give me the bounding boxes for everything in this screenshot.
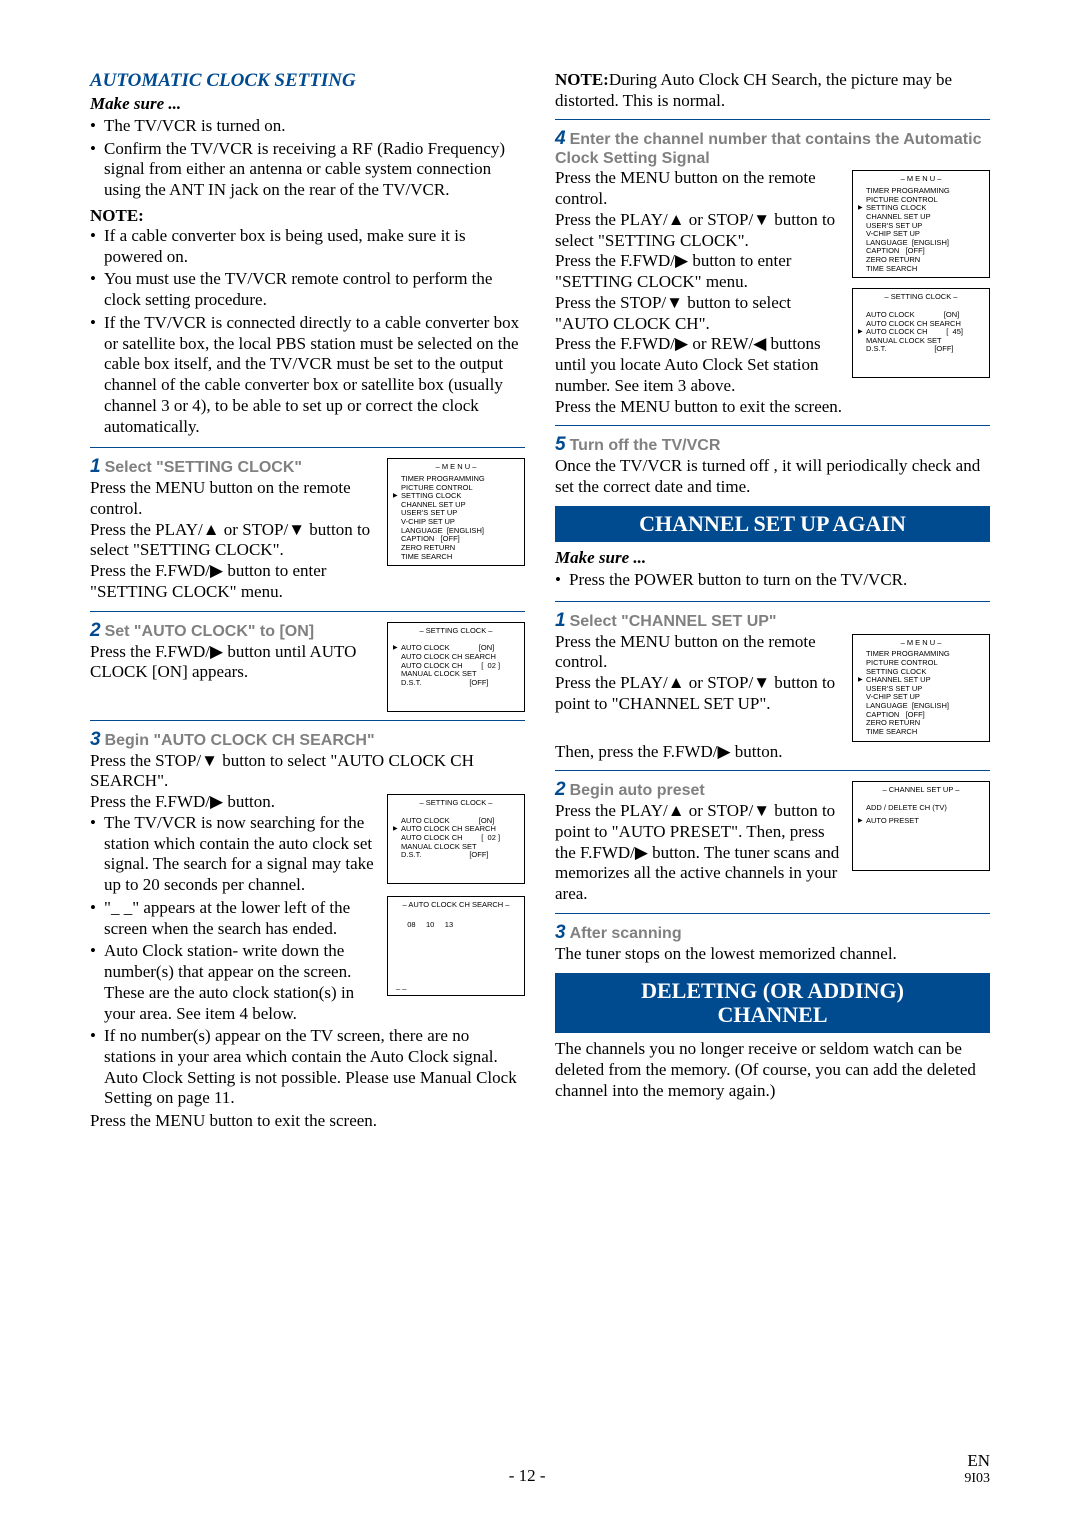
step-bullet: "_ _" appears at the lower left of the s… bbox=[90, 898, 375, 939]
banner-channel-setup: CHANNEL SET UP AGAIN bbox=[555, 506, 990, 542]
step-number: 1 bbox=[555, 610, 566, 631]
step-body: Press the PLAY/▲ or STOP/▼ button to poi… bbox=[555, 801, 840, 905]
step-title: Turn off the TV/VCR bbox=[570, 437, 721, 454]
step-title: Begin auto preset bbox=[570, 782, 705, 799]
right-column: NOTE:During Auto Clock CH Search, the pi… bbox=[555, 70, 990, 1132]
make-sure-label: Make sure ... bbox=[90, 94, 525, 114]
step-number: 3 bbox=[555, 922, 566, 943]
step-title: After scanning bbox=[570, 925, 682, 942]
step-end: Press the MENU button to exit the screen… bbox=[555, 397, 990, 418]
step-title: Select "CHANNEL SET UP" bbox=[570, 613, 777, 630]
step-number: 1 bbox=[90, 456, 101, 477]
left-column: AUTOMATIC CLOCK SETTING Make sure ... Th… bbox=[90, 70, 525, 1132]
note-item: If a cable converter box is being used, … bbox=[90, 226, 525, 267]
step-bullet: Auto Clock station- write down the numbe… bbox=[90, 941, 375, 1024]
make-sure-label: Make sure ... bbox=[555, 548, 990, 568]
osd-setting-clock: – SETTING CLOCK – AUTO CLOCK [ON] AUTO C… bbox=[387, 622, 525, 712]
step-title: Set "AUTO CLOCK" to [ON] bbox=[105, 623, 315, 640]
osd-menu-3: – M E N U – TIMER PROGRAMMING PICTURE CO… bbox=[852, 634, 990, 742]
top-note: NOTE:During Auto Clock CH Search, the pi… bbox=[555, 70, 990, 111]
step-end: Press the MENU button to exit the screen… bbox=[90, 1111, 525, 1132]
osd-setting-clock-2: – SETTING CLOCK – AUTO CLOCK [ON] AUTO C… bbox=[387, 794, 525, 884]
divider bbox=[555, 913, 990, 914]
banner-deleting-channel: DELETING (OR ADDING) CHANNEL bbox=[555, 973, 990, 1033]
step-body: Press the MENU button on the remote cont… bbox=[555, 168, 840, 396]
page-footer: - 12 - EN 9I03 bbox=[90, 1452, 990, 1486]
step-body: Once the TV/VCR is turned off , it will … bbox=[555, 456, 990, 497]
step-number: 5 bbox=[555, 434, 566, 455]
step-body: The tuner stops on the lowest memorized … bbox=[555, 944, 990, 965]
footer-en: EN bbox=[964, 1452, 990, 1471]
osd-setting-clock-3: – SETTING CLOCK – AUTO CLOCK [ON] AUTO C… bbox=[852, 288, 990, 378]
step-title: Enter the channel number that contains t… bbox=[555, 131, 981, 167]
divider bbox=[90, 720, 525, 721]
step-end: Then, press the F.FWD/▶ button. bbox=[555, 742, 990, 763]
step-bullet: The TV/VCR is now searching for the stat… bbox=[90, 813, 375, 896]
step-number: 2 bbox=[90, 620, 101, 641]
prereq-item: Press the POWER button to turn on the TV… bbox=[555, 570, 990, 591]
page-number: - 12 - bbox=[509, 1466, 546, 1486]
prereq-item: Confirm the TV/VCR is receiving a RF (Ra… bbox=[90, 139, 525, 201]
step-title: Select "SETTING CLOCK" bbox=[105, 459, 302, 476]
note-item: If the TV/VCR is connected directly to a… bbox=[90, 313, 525, 437]
divider bbox=[90, 611, 525, 612]
prereq-item: The TV/VCR is turned on. bbox=[90, 116, 525, 137]
step-bullet: If no number(s) appear on the TV screen,… bbox=[90, 1026, 525, 1109]
step-body: Press the STOP/▼ button to select "AUTO … bbox=[90, 751, 525, 792]
footer-code: 9I03 bbox=[964, 1471, 990, 1486]
divider bbox=[90, 447, 525, 448]
step-body: Press the MENU button on the remote cont… bbox=[555, 632, 840, 715]
step-body: Press the MENU button on the remote cont… bbox=[90, 478, 375, 602]
osd-ch-search: – AUTO CLOCK CH SEARCH – 08 10 13 _ _ bbox=[387, 896, 525, 996]
step-body: Press the F.FWD/▶ button. bbox=[90, 792, 375, 813]
divider bbox=[555, 119, 990, 120]
deleting-body: The channels you no longer receive or se… bbox=[555, 1039, 990, 1101]
note-item: You must use the TV/VCR remote control t… bbox=[90, 269, 525, 310]
note-label: NOTE: bbox=[90, 206, 525, 226]
osd-menu-2: – M E N U – TIMER PROGRAMMING PICTURE CO… bbox=[852, 170, 990, 278]
divider bbox=[555, 770, 990, 771]
osd-channel-setup: – CHANNEL SET UP – ADD / DELETE CH (TV) … bbox=[852, 781, 990, 871]
step-number: 3 bbox=[90, 729, 101, 750]
step-number: 2 bbox=[555, 779, 566, 800]
divider bbox=[555, 601, 990, 602]
section-title-auto-clock: AUTOMATIC CLOCK SETTING bbox=[90, 70, 525, 92]
divider bbox=[555, 425, 990, 426]
step-title: Begin "AUTO CLOCK CH SEARCH" bbox=[105, 732, 375, 749]
step-number: 4 bbox=[555, 128, 566, 149]
osd-menu: – M E N U – TIMER PROGRAMMING PICTURE CO… bbox=[387, 458, 525, 566]
step-body: Press the F.FWD/▶ button until AUTO CLOC… bbox=[90, 642, 375, 683]
